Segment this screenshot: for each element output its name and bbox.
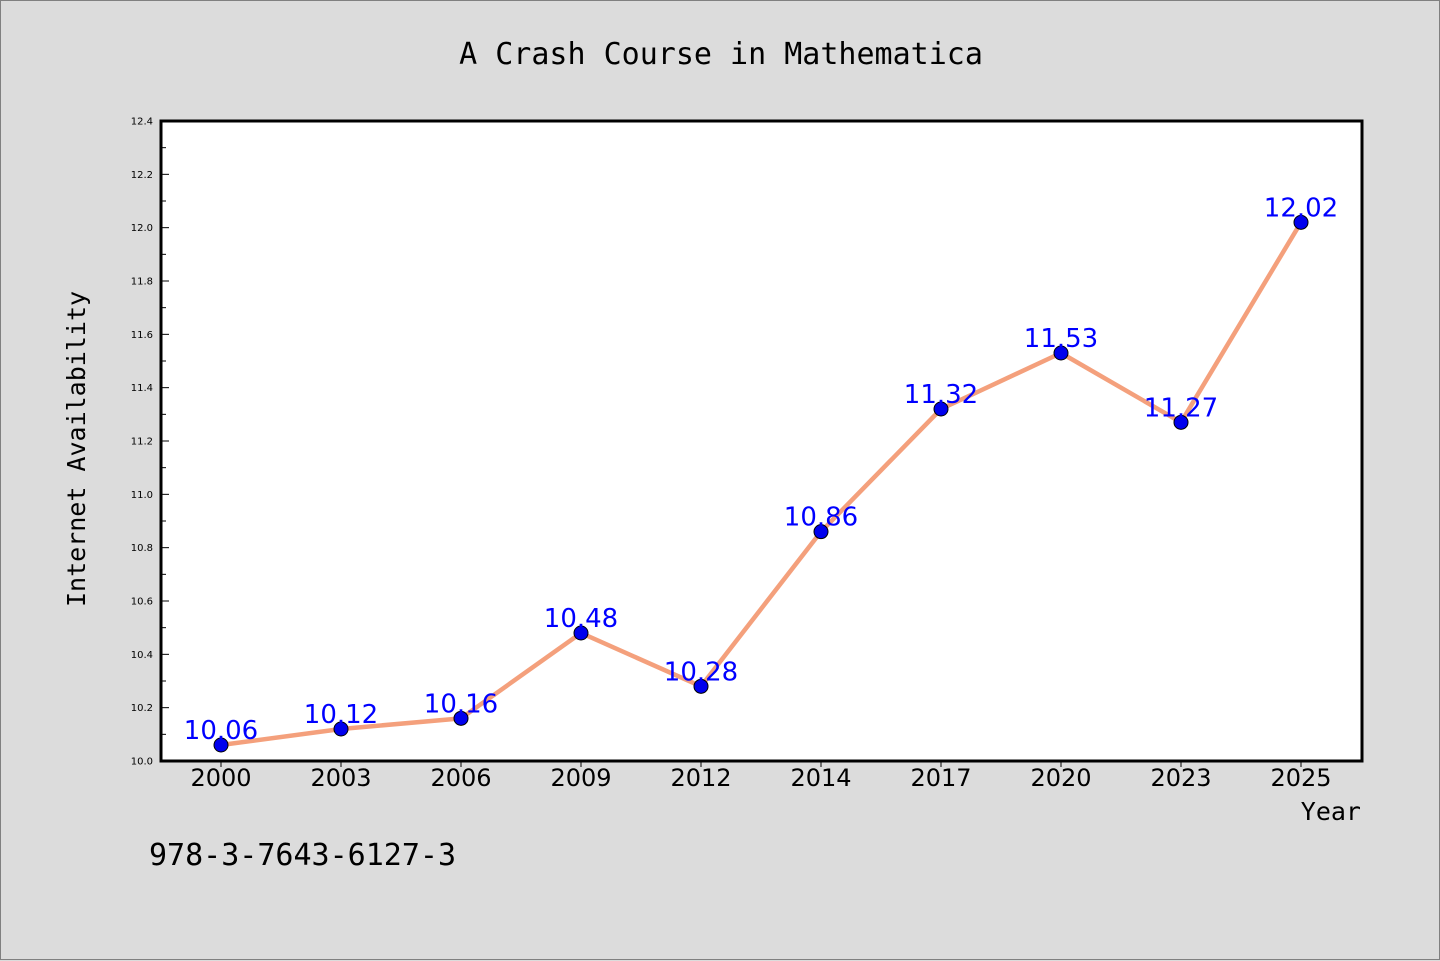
x-axis-label: Year bbox=[1301, 797, 1361, 826]
data-label: 10.06 bbox=[184, 716, 258, 746]
data-label: 10.28 bbox=[664, 657, 738, 687]
y-tick-label: 10.0 bbox=[131, 757, 153, 768]
y-axis: 10.0 10.2 10.4 10.6 10.8 11.0 11.2 11.4 11.6 11.8… bbox=[131, 117, 169, 768]
chart-title: A Crash Course in Mathematica bbox=[459, 37, 983, 72]
data-label: 10.16 bbox=[424, 689, 498, 719]
y-tick-label: 10.2 bbox=[131, 703, 153, 714]
data-label: 10.12 bbox=[304, 700, 378, 730]
y-tick-label: 10.8 bbox=[131, 543, 153, 554]
y-tick-label: 11.8 bbox=[131, 277, 153, 288]
y-tick-label: 10.6 bbox=[131, 597, 153, 608]
data-point bbox=[573, 625, 589, 641]
marker-layer bbox=[213, 214, 1309, 753]
data-point bbox=[213, 737, 229, 753]
x-tick-label: 2000 bbox=[190, 764, 251, 792]
data-label: 11.32 bbox=[904, 380, 978, 410]
data-point bbox=[693, 678, 709, 694]
data-label: 10.48 bbox=[544, 604, 618, 634]
data-label: 12.02 bbox=[1264, 193, 1338, 223]
data-label: 11.53 bbox=[1024, 324, 1098, 354]
x-tick-label: 2014 bbox=[790, 764, 851, 792]
series-line bbox=[218, 220, 1304, 748]
x-tick-label: 2023 bbox=[1150, 764, 1211, 792]
y-tick-label: 12.0 bbox=[131, 223, 153, 234]
y-tick-label: 12.2 bbox=[131, 170, 153, 181]
data-point bbox=[933, 401, 949, 417]
series-line-layer bbox=[218, 220, 1304, 748]
plot-area bbox=[159, 119, 1364, 763]
data-label: 11.27 bbox=[1144, 393, 1218, 423]
x-tick-label: 2017 bbox=[910, 764, 971, 792]
x-tick-label: 2009 bbox=[550, 764, 611, 792]
x-tick-label: 2020 bbox=[1030, 764, 1091, 792]
y-axis-label: Internet Availability bbox=[62, 291, 91, 607]
x-tick-label: 2003 bbox=[310, 764, 371, 792]
data-point bbox=[333, 721, 349, 737]
data-point bbox=[813, 524, 829, 540]
data-point bbox=[1053, 345, 1069, 361]
y-tick-label: 10.4 bbox=[131, 650, 153, 661]
footnote-isbn: 978-3-7643-6127-3 bbox=[149, 838, 456, 873]
x-tick-label: 2006 bbox=[430, 764, 491, 792]
y-tick-label: 11.6 bbox=[131, 330, 153, 341]
data-point bbox=[1173, 414, 1189, 430]
data-label-layer: 10.06 10.12 10.16 10.48 10.28 10.86 11.32 11.53… bbox=[184, 193, 1338, 746]
x-tick-label: 2025 bbox=[1270, 764, 1331, 792]
y-tick-label: 11.2 bbox=[131, 437, 153, 448]
x-axis: 2000 2003 2006 2009 2012 2014 2017 2020 2023 2025 bbox=[190, 761, 1332, 792]
y-tick-label: 11.4 bbox=[131, 383, 153, 394]
data-point bbox=[1293, 214, 1309, 230]
y-tick-label: 11.0 bbox=[131, 490, 153, 501]
y-tick-label: 12.4 bbox=[131, 117, 153, 128]
x-tick-label: 2012 bbox=[670, 764, 731, 792]
data-point bbox=[453, 710, 469, 726]
data-label: 10.86 bbox=[784, 503, 858, 533]
